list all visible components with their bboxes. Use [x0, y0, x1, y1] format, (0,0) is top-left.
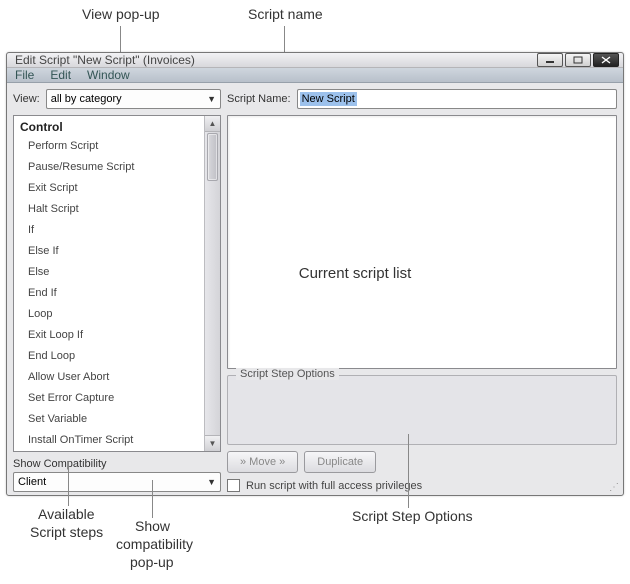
list-item[interactable]: Install OnTimer Script: [14, 430, 220, 451]
scroll-up-icon[interactable]: ▲: [205, 116, 220, 132]
script-step-options-box: Script Step Options: [227, 375, 617, 445]
view-row: View: all by category ▼: [13, 89, 221, 109]
list-item[interactable]: Pause/Resume Script: [14, 157, 220, 178]
menu-edit[interactable]: Edit: [42, 68, 79, 82]
scrollbar[interactable]: ▲ ▼: [204, 116, 220, 451]
view-dropdown[interactable]: all by category ▼: [46, 89, 221, 109]
privileges-checkbox[interactable]: [227, 479, 240, 492]
scroll-down-icon[interactable]: ▼: [205, 435, 220, 451]
resize-grip-icon[interactable]: ⋰: [609, 482, 619, 493]
list-item[interactable]: Else If: [14, 241, 220, 262]
callout-available-steps-1: Available: [38, 506, 95, 522]
script-name-row: Script Name: New Script: [227, 89, 617, 109]
callout-show-compat-2: compatibility: [116, 536, 193, 552]
move-button[interactable]: » Move »: [227, 451, 298, 473]
list-item[interactable]: Allow User Abort: [14, 367, 220, 388]
compatibility-value: Client: [18, 476, 46, 488]
list-item[interactable]: Exit Loop If: [14, 325, 220, 346]
callout-line: [68, 462, 69, 506]
scroll-thumb[interactable]: [207, 133, 218, 181]
list-item[interactable]: Perform Script: [14, 136, 220, 157]
duplicate-button[interactable]: Duplicate: [304, 451, 376, 473]
content-area: View: all by category ▼ Control Perform …: [7, 83, 623, 496]
chevron-down-icon: ▼: [207, 94, 216, 104]
callout-available-steps-2: Script steps: [30, 524, 103, 540]
callout-script-name: Script name: [248, 6, 323, 22]
callout-line: [152, 480, 153, 518]
list-item[interactable]: If: [14, 220, 220, 241]
script-name-label: Script Name:: [227, 93, 291, 105]
callout-current-script-list: Current script list: [299, 265, 412, 282]
compatibility-label: Show Compatibility: [13, 458, 221, 470]
menu-window[interactable]: Window: [79, 68, 138, 82]
left-column: View: all by category ▼ Control Perform …: [13, 89, 221, 492]
callout-show-compat-3: pop-up: [130, 554, 174, 570]
titlebar: Edit Script "New Script" (Invoices): [7, 53, 623, 68]
list-item[interactable]: Halt Script: [14, 199, 220, 220]
close-button[interactable]: [593, 53, 619, 67]
list-header: Control: [14, 116, 220, 136]
list-item[interactable]: Loop: [14, 304, 220, 325]
callout-line: [408, 434, 409, 508]
menubar: File Edit Window: [7, 68, 623, 83]
list-item[interactable]: Else: [14, 262, 220, 283]
list-item[interactable]: End If: [14, 283, 220, 304]
compatibility-row: Show Compatibility Client ▼: [13, 458, 221, 492]
view-dropdown-value: all by category: [51, 93, 122, 105]
callout-show-compat-1: Show: [135, 518, 170, 534]
list-item[interactable]: Exit Script: [14, 178, 220, 199]
privileges-row: Run script with full access privileges: [227, 479, 617, 492]
minimize-button[interactable]: [537, 53, 563, 67]
callout-view-popup: View pop-up: [82, 6, 160, 22]
list-item[interactable]: Set Variable: [14, 409, 220, 430]
compatibility-dropdown[interactable]: Client ▼: [13, 472, 221, 492]
callout-script-step-options: Script Step Options: [352, 508, 473, 524]
button-row: » Move » Duplicate: [227, 451, 617, 473]
window-title: Edit Script "New Script" (Invoices): [11, 53, 535, 67]
right-column: Script Name: New Script Script Step Opti…: [227, 89, 617, 492]
list-item[interactable]: End Loop: [14, 346, 220, 367]
view-label: View:: [13, 93, 40, 105]
current-script-list[interactable]: [227, 115, 617, 369]
script-steps-listbox[interactable]: Control Perform ScriptPause/Resume Scrip…: [13, 115, 221, 452]
chevron-down-icon: ▼: [207, 477, 216, 487]
script-name-input[interactable]: New Script: [297, 89, 617, 109]
menu-file[interactable]: File: [7, 68, 42, 82]
script-step-options-title: Script Step Options: [236, 368, 339, 380]
maximize-button[interactable]: [565, 53, 591, 67]
privileges-label: Run script with full access privileges: [246, 480, 422, 492]
list-item[interactable]: Set Error Capture: [14, 388, 220, 409]
script-name-value: New Script: [300, 92, 357, 106]
